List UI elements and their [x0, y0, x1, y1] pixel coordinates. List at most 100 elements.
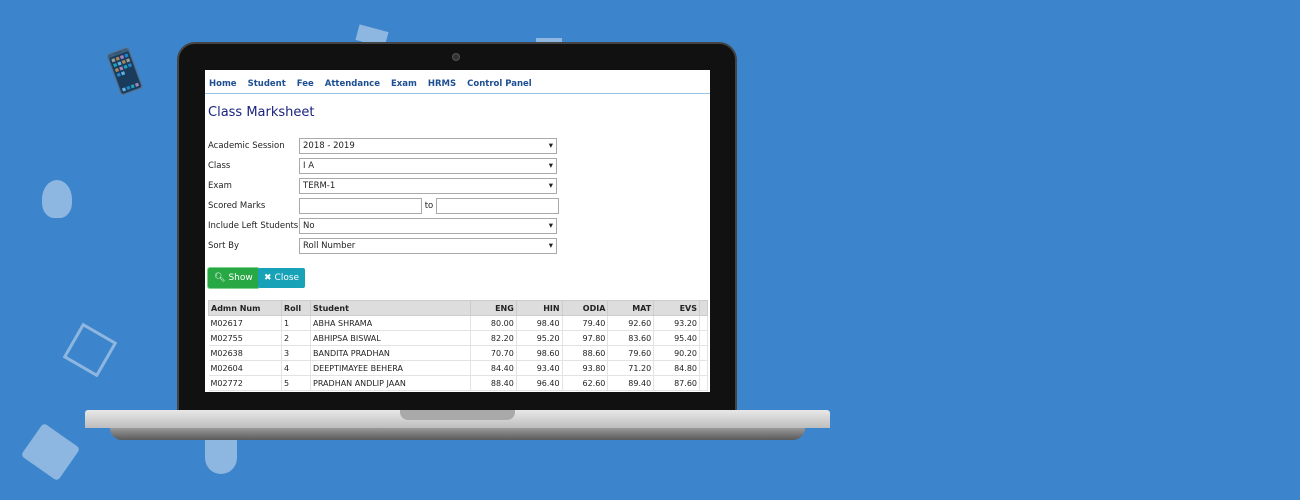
table-cell-empty — [699, 330, 708, 346]
table-cell: 3 — [281, 345, 311, 361]
show-button[interactable]: 🔍︎ Show — [208, 268, 259, 288]
col-evs[interactable]: EVS — [653, 300, 700, 316]
table-cell: 82.20 — [470, 330, 517, 346]
nav-home[interactable]: Home — [209, 79, 237, 89]
class-select[interactable]: I A ▾ — [299, 157, 557, 174]
table-cell: 88.60 — [562, 345, 609, 361]
col-mat[interactable]: MAT — [607, 300, 655, 316]
show-label: Show — [228, 273, 253, 283]
left-students-select[interactable]: No ▾ — [299, 217, 557, 234]
table-cell: M02617 — [208, 315, 282, 331]
table-cell: PRADHAN ANDLIP JAAN — [310, 375, 471, 391]
dropdown-arrow-icon: ▾ — [548, 160, 553, 171]
nav-attendance[interactable]: Attendance — [324, 79, 380, 89]
left-value: No — [303, 220, 315, 231]
table-cell: 95.20 — [516, 330, 563, 346]
nav-fee[interactable]: Fee — [296, 79, 314, 89]
table-cell: 89.40 — [607, 375, 655, 391]
nav-hrms[interactable]: HRMS — [427, 79, 457, 89]
nav-control-panel[interactable]: Control Panel — [467, 79, 532, 89]
dropdown-arrow-icon: ▾ — [548, 140, 553, 151]
exam-value: TERM-1 — [303, 180, 336, 191]
session-select[interactable]: 2018 - 2019 ▾ — [299, 137, 557, 154]
table-header: Admn Num Roll Student ENG HIN ODIA MAT E… — [208, 300, 708, 316]
table-cell: 84.40 — [470, 360, 517, 376]
table-cell: 1 — [281, 315, 311, 331]
table-cell: ABHIPSA BISWAL — [310, 330, 471, 346]
dropdown-arrow-icon: ▾ — [548, 240, 553, 251]
table-cell: 95.40 — [653, 330, 700, 346]
sort-select[interactable]: Roll Number ▾ — [299, 237, 557, 254]
table-cell: 87.60 — [653, 375, 700, 391]
class-label: Class — [208, 160, 231, 171]
table-cell: 98.40 — [516, 315, 563, 331]
dropdown-arrow-icon: ▾ — [548, 220, 553, 231]
col-eng[interactable]: ENG — [470, 300, 517, 316]
table-cell: 62.60 — [562, 375, 609, 391]
table-cell: M02772 — [208, 375, 282, 391]
table-cell: 4 — [281, 360, 311, 376]
laptop-base-bottom — [110, 428, 805, 440]
table-cell: 5 — [281, 375, 311, 391]
top-nav: Home Student Fee Attendance Exam HRMS Co… — [205, 70, 710, 94]
class-row: Class I A ▾ — [208, 157, 557, 174]
laptop-notch — [400, 410, 515, 420]
to-label: to — [424, 200, 434, 211]
col-odia[interactable]: ODIA — [561, 300, 609, 316]
class-value: I A — [303, 160, 315, 171]
exam-select[interactable]: TERM-1 ▾ — [299, 177, 557, 194]
scored-to-input[interactable] — [436, 197, 559, 214]
session-value: 2018 - 2019 — [303, 140, 355, 151]
table-cell: 71.20 — [607, 360, 655, 376]
webcam — [452, 53, 460, 61]
col-admn[interactable]: Admn Num — [208, 300, 282, 316]
table-cell: 84.80 — [653, 360, 700, 376]
sort-row: Sort By Roll Number ▾ — [208, 237, 557, 254]
sort-value: Roll Number — [303, 240, 356, 251]
close-button[interactable]: ✖ Close — [258, 268, 306, 288]
col-student[interactable]: Student — [310, 300, 471, 316]
col-extra — [699, 300, 708, 316]
col-hin[interactable]: HIN — [515, 300, 563, 316]
sort-label: Sort By — [208, 240, 239, 251]
table-cell-empty — [699, 315, 708, 331]
table-cell: 70.70 — [470, 345, 517, 361]
table-row[interactable]: M02755 2 ABHIPSA BISWAL 82.20 95.20 97.80 83.6… — [208, 330, 708, 346]
table-row[interactable]: M02604 4 DEEPTIMAYEE BEHERA 84.40 93.40 93.80… — [208, 360, 708, 376]
table-cell: BANDITA PRADHAN — [310, 345, 471, 361]
close-label: Close — [274, 273, 300, 283]
exam-row: Exam TERM-1 ▾ — [208, 177, 557, 194]
table-cell: 93.40 — [516, 360, 563, 376]
table-cell: 79.60 — [607, 345, 655, 361]
nav-exam[interactable]: Exam — [390, 79, 417, 89]
table-cell: 92.60 — [607, 315, 655, 331]
scored-label: Scored Marks — [208, 200, 266, 211]
table-cell: 93.20 — [653, 315, 700, 331]
close-icon: ✖ — [264, 273, 272, 283]
table-cell: DEEPTIMAYEE BEHERA — [310, 360, 471, 376]
scored-from-input[interactable] — [299, 197, 422, 214]
table-cell: 93.80 — [562, 360, 609, 376]
left-students-row: Include Left Students No ▾ — [208, 217, 557, 234]
table-cell-empty — [699, 345, 708, 361]
table-cell: 2 — [281, 330, 311, 346]
table-row[interactable]: M02638 3 BANDITA PRADHAN 70.70 98.60 88.60 79.… — [208, 345, 708, 361]
table-cell: 88.40 — [470, 375, 517, 391]
nav-student[interactable]: Student — [247, 79, 286, 89]
col-roll[interactable]: Roll — [281, 300, 311, 316]
table-cell-empty — [699, 375, 708, 391]
left-students-label: Include Left Students — [208, 220, 299, 231]
table-cell: M02638 — [208, 345, 282, 361]
table-cell-empty — [699, 360, 708, 376]
search-icon: 🔍︎ — [214, 273, 226, 283]
session-row: Academic Session 2018 - 2019 ▾ — [208, 137, 557, 154]
table-cell: 79.40 — [562, 315, 609, 331]
table-cell: 80.00 — [470, 315, 517, 331]
table-cell: 96.40 — [516, 375, 563, 391]
table-cell: M02755 — [208, 330, 282, 346]
board-icon — [536, 38, 562, 44]
table-row[interactable]: M02772 5 PRADHAN ANDLIP JAAN 88.40 96.40 62.6… — [208, 375, 708, 391]
table-row[interactable]: M02617 1 ABHA SHRAMA 80.00 98.40 79.40 92.60 93… — [208, 315, 708, 331]
session-label: Academic Session — [208, 140, 285, 151]
table-cell: 83.60 — [607, 330, 655, 346]
